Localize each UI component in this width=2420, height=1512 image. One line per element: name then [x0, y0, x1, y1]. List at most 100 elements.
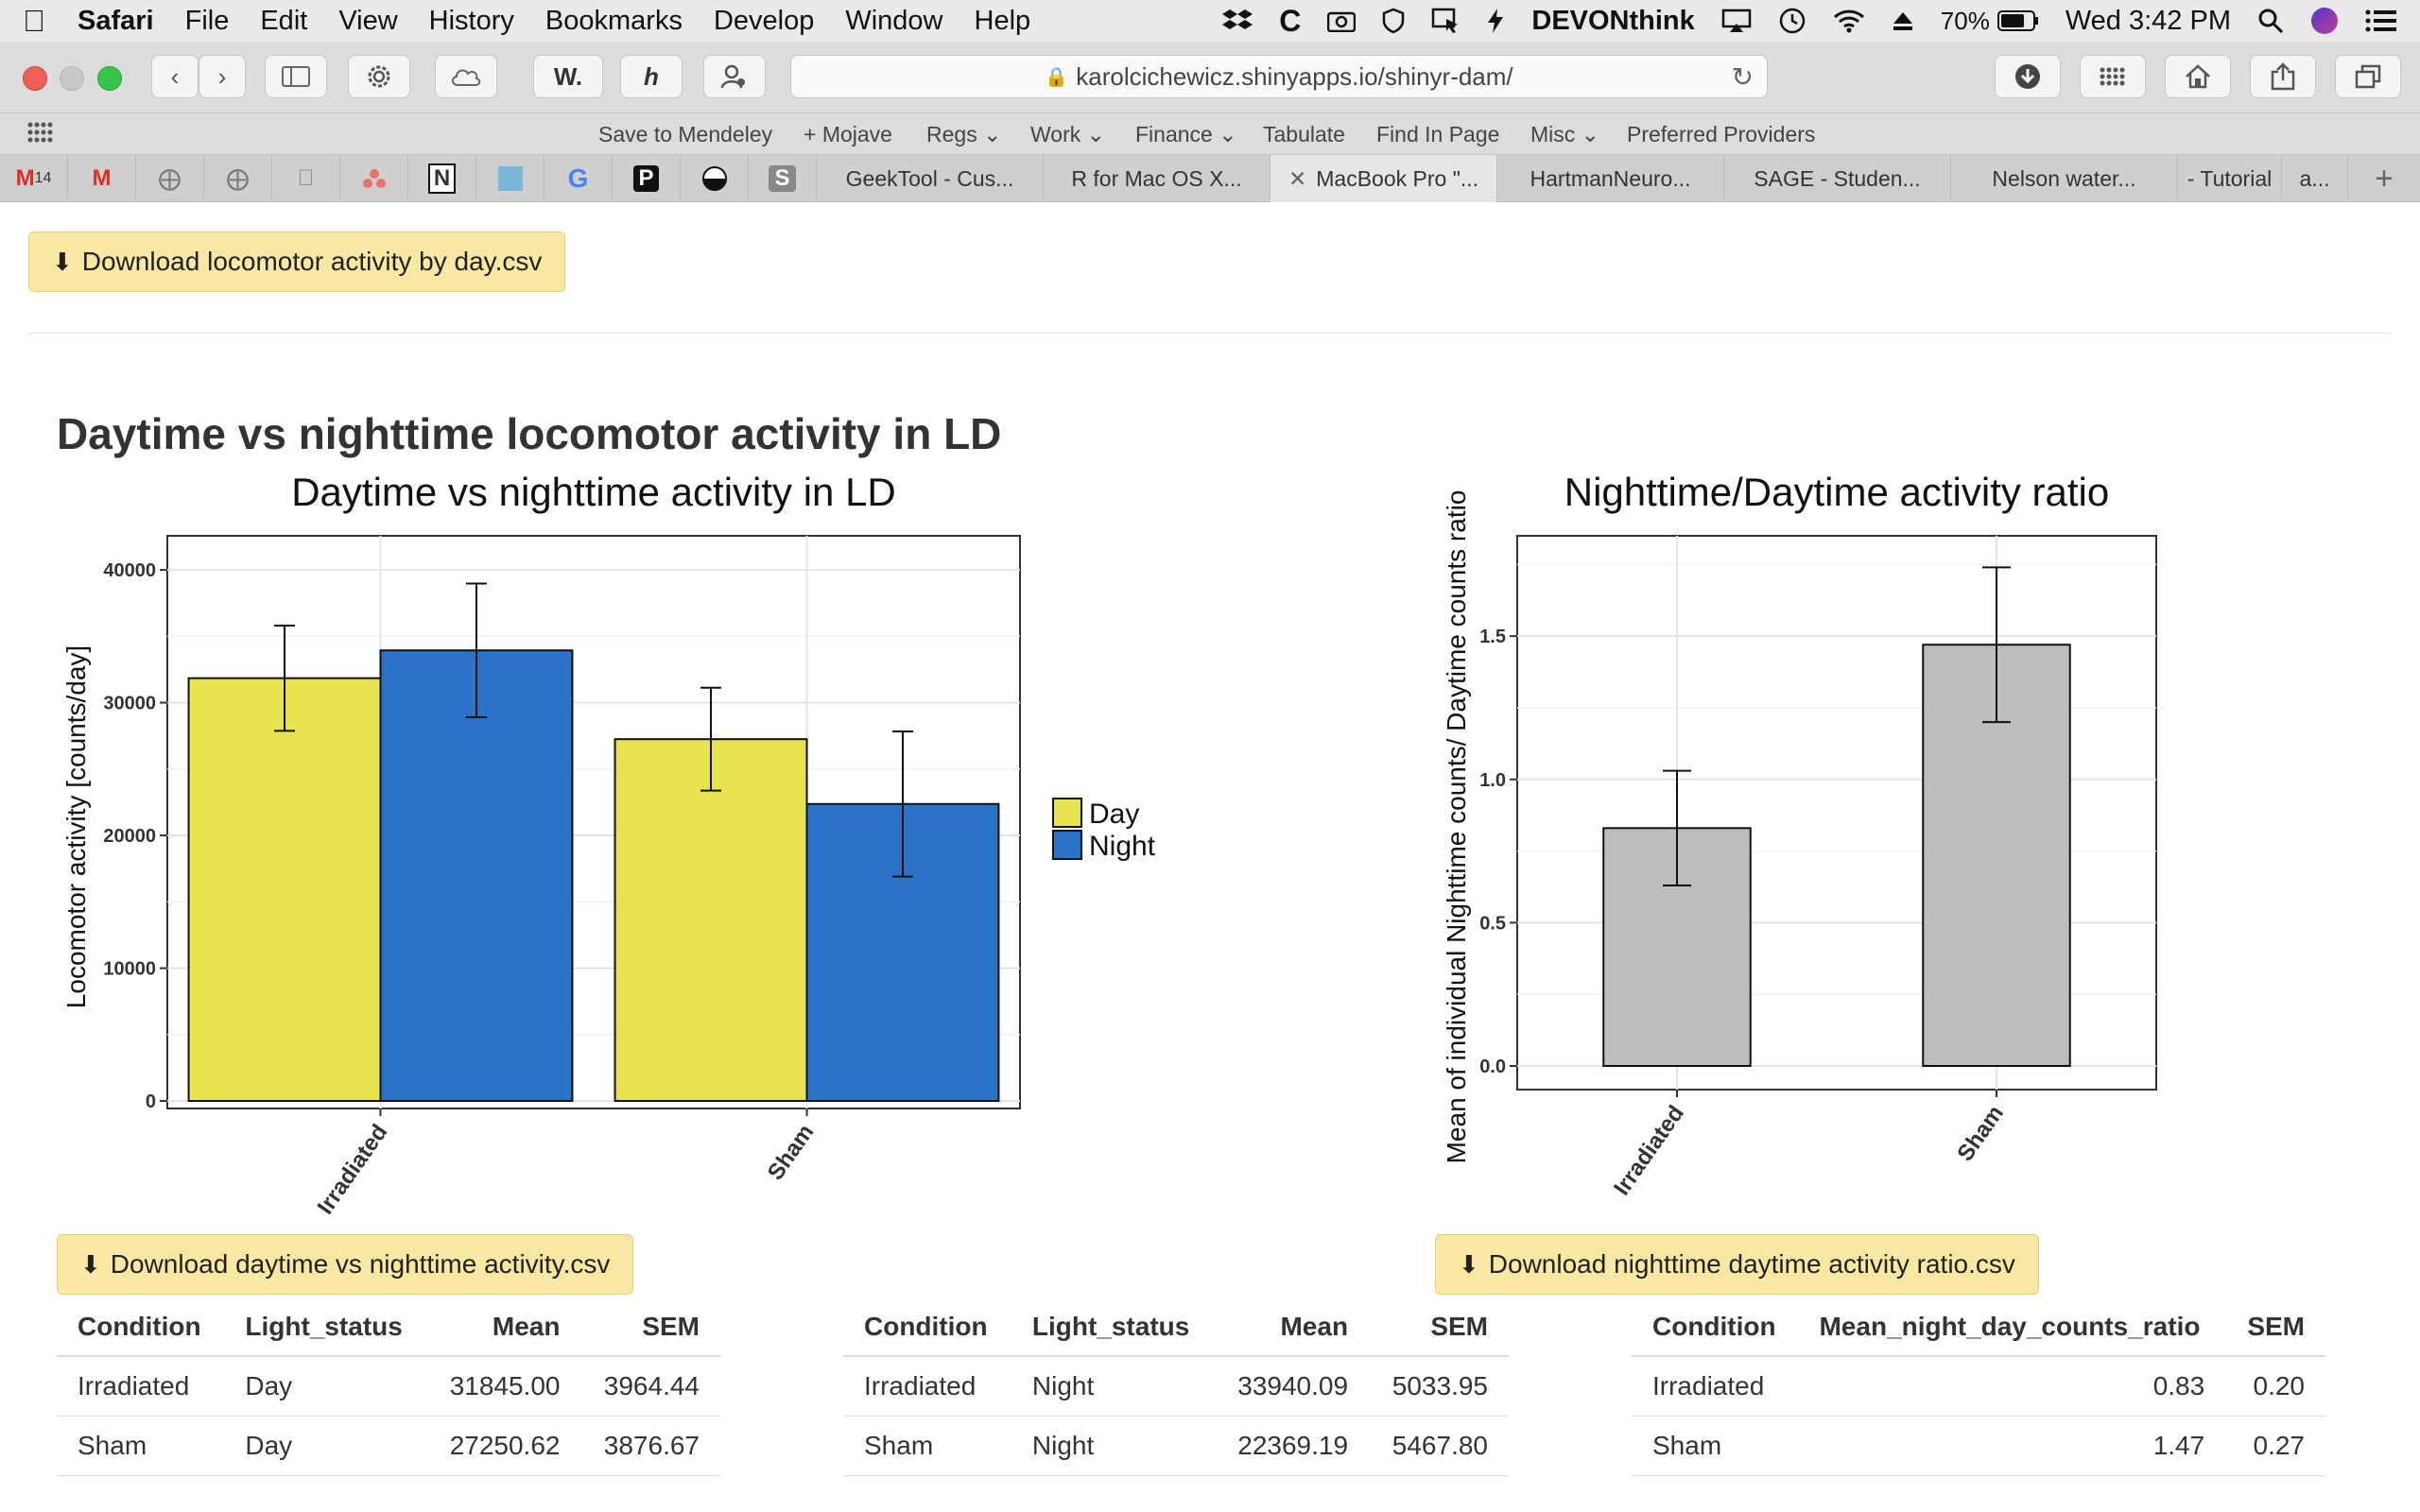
dropbox-icon[interactable]	[1222, 8, 1253, 34]
pinned-tab-gmail-1[interactable]: M 14	[0, 155, 68, 202]
pinned-tab-compass-1[interactable]: ⨁	[136, 155, 204, 202]
tab-overview-button[interactable]	[2335, 55, 2401, 98]
pinned-tab-apple[interactable]: 	[272, 155, 340, 202]
tab-hartman-neuro[interactable]: HartmanNeuro...	[1497, 155, 1724, 202]
bookmark-find-in-page[interactable]: Find In Page	[1376, 122, 1500, 146]
y-tick-label: 0.5	[1479, 913, 1506, 934]
battery-percent[interactable]: 70%	[1940, 6, 1990, 35]
battery-icon[interactable]	[1996, 10, 2039, 31]
menu-bookmarks[interactable]: Bookmarks	[522, 5, 683, 36]
pinned-tab-asana[interactable]	[340, 155, 408, 202]
legend-swatch-day	[1052, 798, 1082, 828]
menu-window[interactable]: Window	[822, 5, 942, 36]
bookmark-misc-folder[interactable]: Misc ⌄	[1530, 122, 1599, 147]
hypothesis-extension-button[interactable]: h	[620, 55, 683, 98]
forward-button[interactable]: ›	[199, 55, 246, 98]
bolt-icon[interactable]	[1486, 8, 1505, 34]
menu-develop[interactable]: Develop	[690, 5, 814, 36]
close-tab-icon[interactable]: ✕	[1288, 165, 1307, 191]
download-day-night-activity-button[interactable]: ⬇ Download daytime vs nighttime activity…	[57, 1234, 634, 1295]
pinned-tab-s-app[interactable]: S	[749, 155, 817, 202]
bookmark-mojave[interactable]: + Mojave	[804, 122, 892, 146]
notification-center-icon[interactable]	[2365, 9, 2397, 33]
bookmark-finance-folder[interactable]: Finance ⌄	[1135, 122, 1237, 147]
share-button[interactable]	[2250, 55, 2316, 98]
menu-view[interactable]: View	[316, 5, 397, 36]
cell-sem: 3876.67	[580, 1416, 720, 1476]
download-ratio-button[interactable]: ⬇ Download nighttime daytime activity ra…	[1435, 1234, 2039, 1295]
show-all-bookmarks-icon[interactable]	[26, 121, 55, 149]
menu-help[interactable]: Help	[951, 5, 1031, 36]
plus-icon: +	[2375, 160, 2394, 197]
col-light-status[interactable]: Light_status	[224, 1298, 427, 1357]
top-sites-button[interactable]	[2080, 55, 2146, 98]
col-sem[interactable]: SEM	[2225, 1298, 2325, 1357]
home-button[interactable]	[2165, 55, 2231, 98]
tab-sage-student[interactable]: SAGE - Studen...	[1724, 155, 1951, 202]
eject-icon[interactable]	[1892, 9, 1914, 32]
siri-icon[interactable]	[2310, 7, 2339, 35]
settings-extension-button[interactable]	[348, 55, 410, 98]
menu-edit[interactable]: Edit	[237, 5, 307, 36]
pinned-tab-blue-app[interactable]	[476, 155, 544, 202]
sync-c-icon[interactable]: C	[1279, 3, 1302, 38]
pinned-tab-gmail-2[interactable]: M	[68, 155, 136, 202]
col-condition[interactable]: Condition	[57, 1298, 225, 1357]
apple-icon[interactable]: 	[23, 4, 45, 39]
time-machine-icon[interactable]	[1778, 7, 1806, 35]
cell-mean: 27250.62	[426, 1416, 581, 1476]
y-tick-label: 20000	[103, 826, 156, 847]
col-light-status[interactable]: Light_status	[1011, 1298, 1215, 1357]
pinned-tab-google[interactable]: G	[544, 155, 613, 202]
col-mean[interactable]: Mean	[426, 1298, 581, 1357]
col-mean[interactable]: Mean	[1214, 1298, 1370, 1357]
bookmark-tabulate[interactable]: Tabulate	[1263, 122, 1345, 146]
spotlight-search-icon[interactable]	[2257, 8, 2284, 34]
user-extension-button[interactable]	[703, 55, 766, 98]
tab-nelson-water[interactable]: Nelson water...	[1951, 155, 2178, 202]
download-icon: ⬇	[80, 1249, 101, 1279]
bookmark-regs-folder[interactable]: Regs ⌄	[926, 122, 1001, 147]
back-button[interactable]: ‹	[151, 55, 199, 98]
pinned-tab-p-app[interactable]: P	[613, 155, 681, 202]
minimize-window-button[interactable]	[60, 66, 84, 91]
bookmark-preferred-providers[interactable]: Preferred Providers	[1627, 122, 1816, 146]
w-extension-button[interactable]: W.	[533, 55, 603, 98]
address-bar[interactable]: 🔒 karolcichewicz.shinyapps.io/shinyr-dam…	[790, 55, 1768, 98]
menubar-clock[interactable]: Wed 3:42 PM	[2065, 5, 2231, 36]
wifi-icon[interactable]	[1833, 9, 1865, 33]
pinned-tab-halfcircle[interactable]	[681, 155, 749, 202]
col-sem[interactable]: SEM	[580, 1298, 720, 1357]
col-condition[interactable]: Condition	[1632, 1298, 1799, 1357]
day-summary-table: Condition Light_status Mean SEM Irradiat…	[57, 1298, 720, 1476]
sidebar-button[interactable]	[265, 55, 327, 98]
menu-history[interactable]: History	[406, 5, 514, 36]
tab-tutorial[interactable]: - Tutorial	[2178, 155, 2282, 202]
zoom-window-button[interactable]	[97, 66, 122, 91]
download-locomotor-by-day-button[interactable]: ⬇ Download locomotor activity by day.csv	[28, 232, 566, 292]
reload-icon[interactable]: ↻	[1731, 61, 1754, 92]
tab-macbook-pro[interactable]: ✕ MacBook Pro "...	[1270, 155, 1497, 202]
close-window-button[interactable]	[23, 66, 47, 91]
tab-overflow[interactable]: a...	[2282, 155, 2348, 202]
col-sem[interactable]: SEM	[1369, 1298, 1509, 1357]
camera-icon[interactable]	[1327, 9, 1357, 32]
menu-app-name[interactable]: Safari	[55, 5, 154, 36]
col-condition[interactable]: Condition	[843, 1298, 1011, 1357]
tab-geektool[interactable]: GeekTool - Cus...	[817, 155, 1044, 202]
downloads-button[interactable]	[1995, 55, 2061, 98]
bookmark-work-folder[interactable]: Work ⌄	[1030, 122, 1105, 147]
airplay-icon[interactable]	[1721, 9, 1752, 33]
new-tab-button[interactable]: +	[2348, 155, 2420, 202]
bookmark-save-to-mendeley[interactable]: Save to Mendeley	[598, 122, 773, 146]
menu-file[interactable]: File	[162, 5, 230, 36]
col-mean-ratio[interactable]: Mean_night_day_counts_ratio	[1798, 1298, 2226, 1357]
icloud-extension-button[interactable]	[435, 55, 497, 98]
tab-r-for-mac[interactable]: R for Mac OS X...	[1044, 155, 1270, 202]
pinned-tab-notion[interactable]: N	[408, 155, 476, 202]
pinned-tab-compass-2[interactable]: ⨁	[204, 155, 272, 202]
menu-devonthink[interactable]: DEVONthink	[1531, 5, 1695, 36]
shield-icon[interactable]	[1382, 8, 1405, 34]
cursor-capture-icon[interactable]	[1431, 8, 1460, 34]
